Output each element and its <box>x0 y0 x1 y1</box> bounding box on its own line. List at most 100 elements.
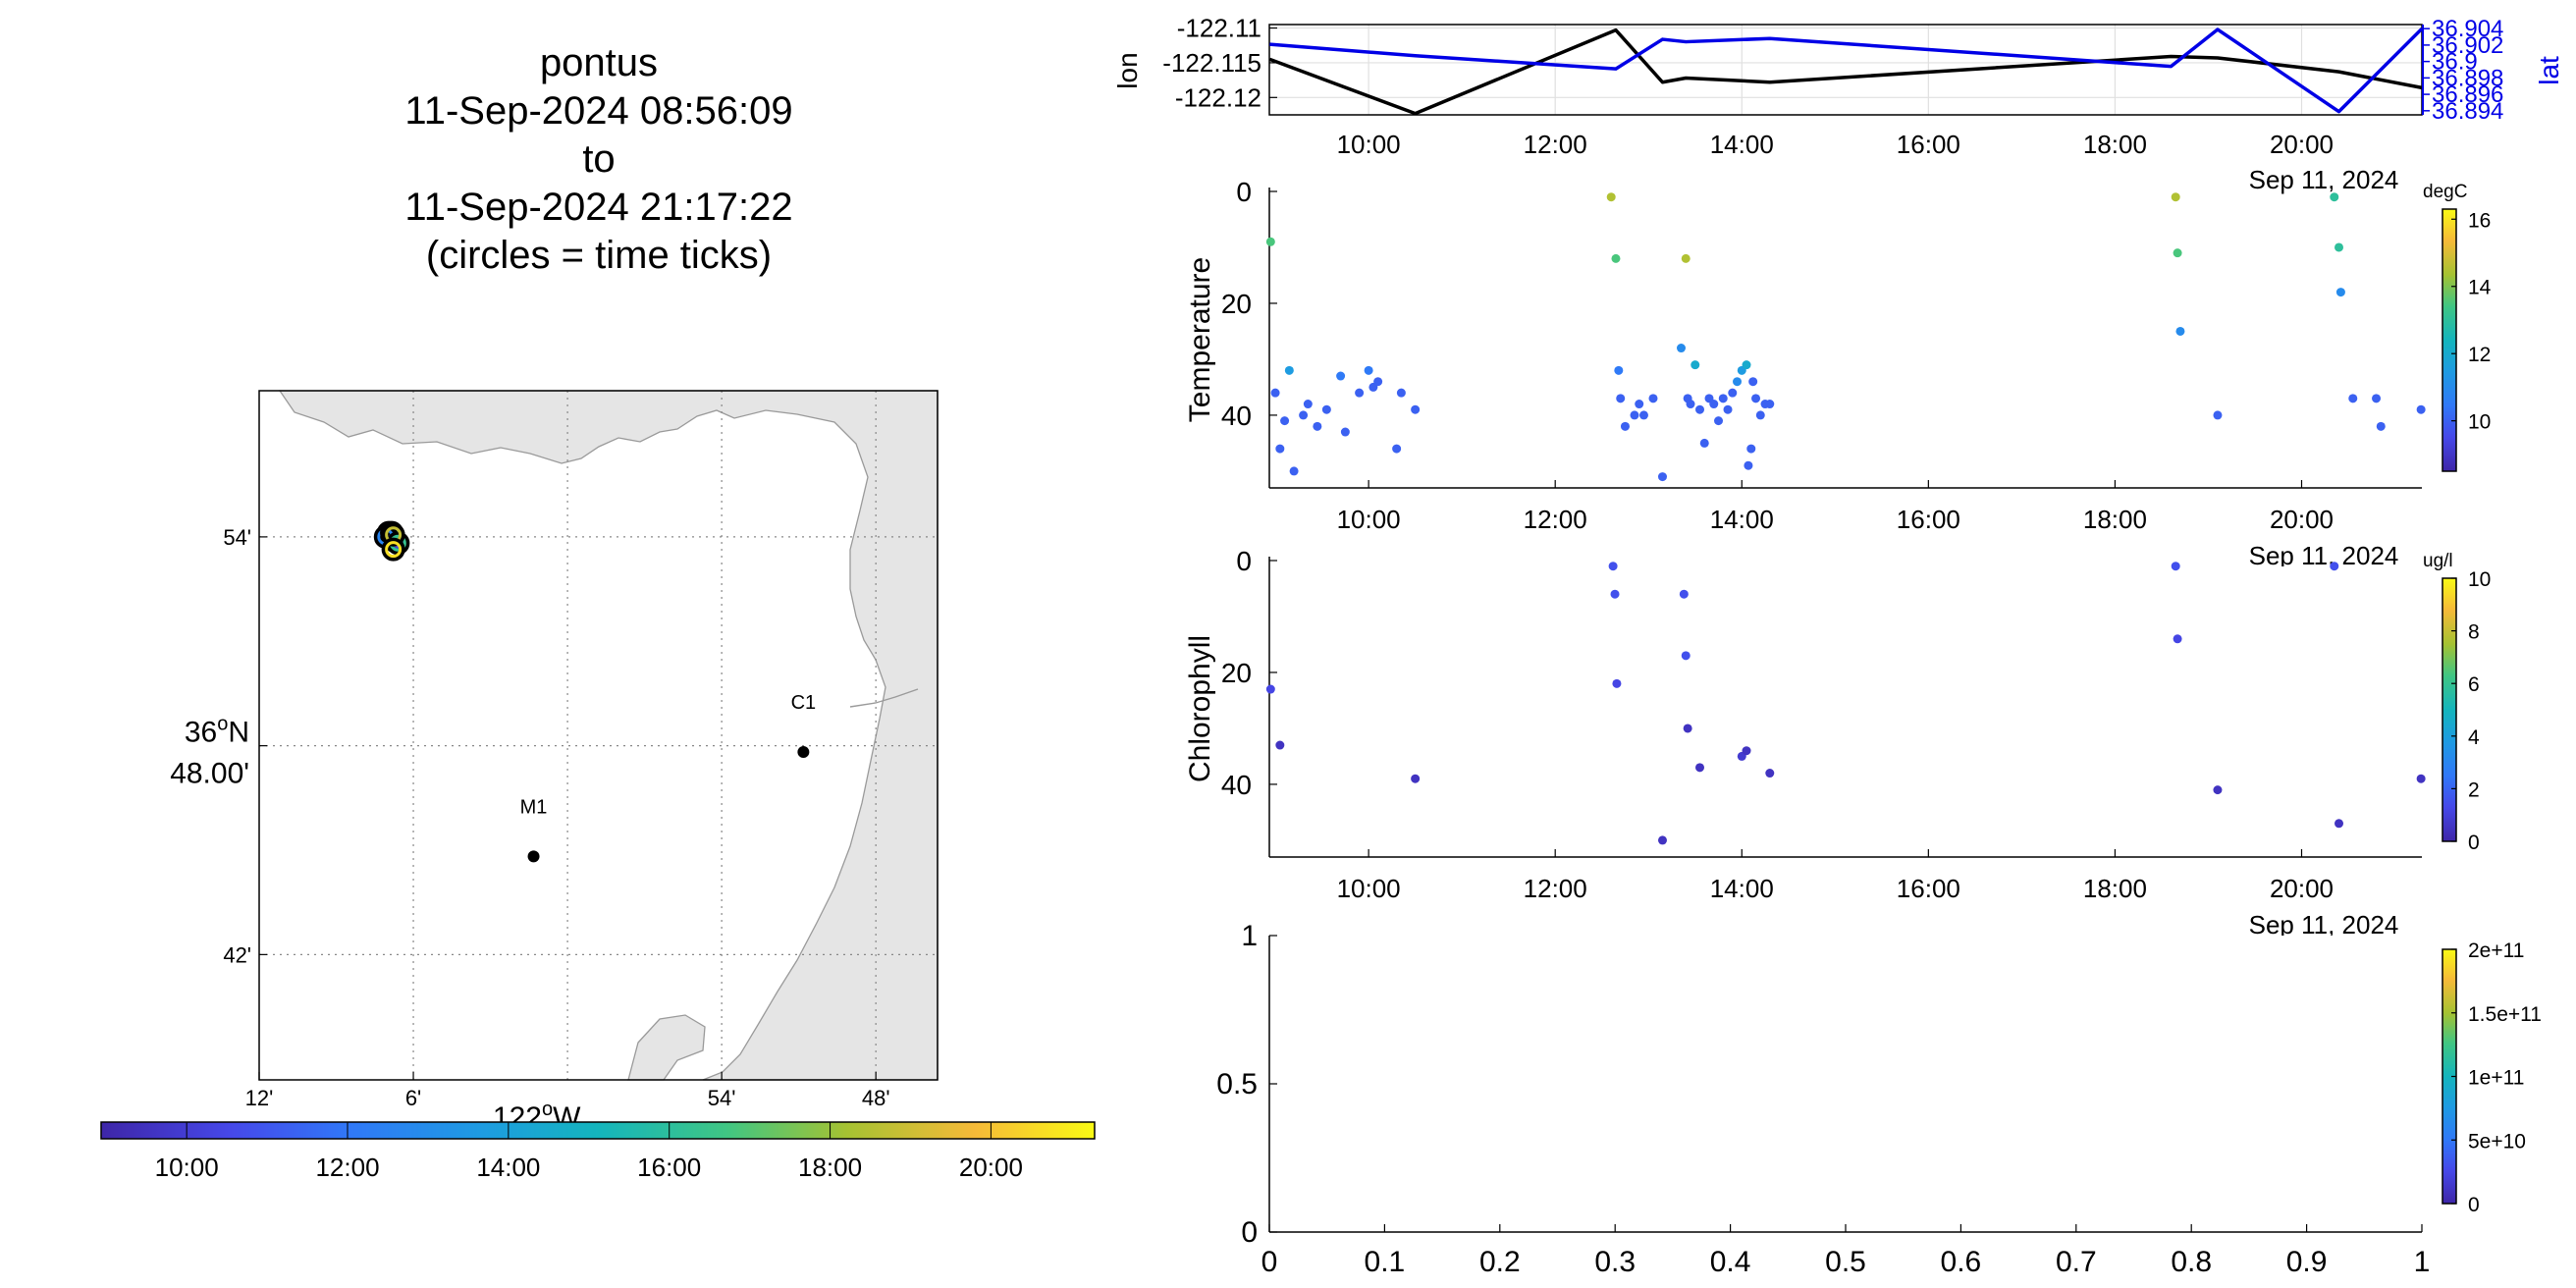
chlorophyll-data-point <box>1608 562 1618 571</box>
chlorophyll-y-tick-label: 40 <box>1221 770 1252 800</box>
chlorophyll-x-tick-label: 12:00 <box>1524 874 1587 903</box>
chlorophyll-data-point <box>1765 769 1775 778</box>
chlorophyll-data-point <box>1265 684 1275 694</box>
chlorophyll-data-point <box>2330 562 2339 571</box>
chlorophyll-data-point <box>1683 724 1692 733</box>
temperature-x-tick-label: 20:00 <box>2270 505 2334 534</box>
position-time-tick-label: 12:00 <box>1524 130 1587 159</box>
temperature-data-point <box>1611 253 1621 263</box>
temperature-x-tick-label: 14:00 <box>1710 505 1774 534</box>
temperature-data-point <box>1676 344 1686 353</box>
temperature-data-point <box>2348 394 2358 403</box>
temperature-data-point <box>1313 421 1322 431</box>
empty-panel: 10.500 0.1 0.2 0.3 0.4 0.5 0.6 0.7 0.8 0.9 12e+111… <box>1216 920 2542 1278</box>
temperature-data-point <box>1396 388 1406 398</box>
land-area <box>278 390 939 1081</box>
temperature-data-point <box>2330 192 2339 202</box>
temperature-data-point <box>1616 394 1626 403</box>
chlorophyll-data-point <box>1657 835 1667 845</box>
temperature-data-point <box>1340 427 1350 437</box>
lon-line <box>1268 27 2423 116</box>
temperature-data-point <box>1648 394 1658 403</box>
temperature-data-point <box>1709 400 1719 409</box>
temperature-data-point <box>1284 365 1294 375</box>
map-lon-tick-label: 54' <box>708 1086 736 1110</box>
temperature-data-point <box>1373 377 1383 387</box>
temperature-x-tick-label: 10:00 <box>1337 505 1401 534</box>
empty-y-tick-label: 0 <box>1241 1216 1258 1249</box>
temperature-data-point <box>1336 371 1346 381</box>
temperature-data-point <box>1321 404 1331 414</box>
chlorophyll-colorbar-tick-label: 10 <box>2468 568 2491 591</box>
time-colorbar-label: 20:00 <box>959 1153 1023 1182</box>
temperature-data-point <box>1635 400 1644 409</box>
temperature-colorbar-unit: degC <box>2423 182 2467 202</box>
temperature-x-tick-label: 18:00 <box>2083 505 2147 534</box>
temperature-date-label: Sep 11, 2024 <box>2249 541 2399 570</box>
chlorophyll-y-tick-label: 0 <box>1236 546 1252 576</box>
lat-axis-label: lat <box>2534 56 2564 85</box>
chlorophyll-colorbar-tick-label: 6 <box>2468 673 2480 696</box>
chlorophyll-data-point <box>2173 634 2182 644</box>
map-lon-tick-label: 12' <box>245 1086 274 1110</box>
empty-colorbar-tick-label: 5e+10 <box>2468 1130 2526 1153</box>
empty-x-tick-label: 1 <box>2414 1246 2431 1278</box>
temperature-data-point <box>1280 416 1290 426</box>
map-lat-tick-label: 42' <box>223 942 251 967</box>
lat-hemisphere: N <box>228 717 249 749</box>
position-time-tick-label: 16:00 <box>1897 130 1960 159</box>
chlorophyll-data-point <box>1681 651 1690 661</box>
empty-x-tick-label: 0 <box>1261 1246 1278 1278</box>
position-panel: -122.11-122.115-122.1236.90436.90236.936… <box>1112 14 2564 194</box>
empty-x-tick-label: 0.2 <box>1479 1246 1521 1278</box>
temperature-colorbar-tick-label: 14 <box>2468 277 2492 299</box>
temperature-data-point <box>1728 388 1738 398</box>
chlorophyll-data-point <box>1742 746 1751 756</box>
time-colorbar-label: 10:00 <box>155 1153 219 1182</box>
empty-colorbar-tick-label: 1e+11 <box>2468 1067 2524 1090</box>
map-lat-tick-label: 54' <box>223 525 251 550</box>
temperature-data-point <box>1411 404 1421 414</box>
track-time-tick <box>385 541 402 559</box>
temperature-data-point <box>2213 410 2223 420</box>
position-time-tick-label: 14:00 <box>1710 130 1774 159</box>
temperature-data-point <box>1606 192 1616 202</box>
chlorophyll-date-label: Sep 11, 2024 <box>2249 910 2399 939</box>
empty-y-tick-label: 1 <box>1241 920 1258 952</box>
temperature-data-point <box>1723 404 1733 414</box>
chlorophyll-x-tick-label: 10:00 <box>1337 874 1401 903</box>
chlorophyll-colorbar-tick-label: 2 <box>2468 778 2480 801</box>
chlorophyll-colorbar-tick-label: 4 <box>2468 726 2480 749</box>
empty-x-tick-label: 0.4 <box>1710 1246 1751 1278</box>
chlorophyll-y-axis-label: Chlorophyll <box>1184 635 1216 782</box>
chlorophyll-data-point <box>1411 774 1421 783</box>
time-colorbar-label: 14:00 <box>476 1153 540 1182</box>
empty-x-tick-label: 0.7 <box>2056 1246 2097 1278</box>
temperature-x-tick-label: 12:00 <box>1524 505 1587 534</box>
position-time-tick-label: 18:00 <box>2083 130 2147 159</box>
temperature-data-point <box>2171 192 2180 202</box>
temperature-data-point <box>1630 410 1639 420</box>
empty-y-tick-label: 0.5 <box>1216 1068 1258 1100</box>
lon-axis-label: lon <box>1112 52 1143 88</box>
chlorophyll-x-tick-label: 14:00 <box>1710 874 1774 903</box>
temperature-data-point <box>2175 326 2185 336</box>
empty-colorbar-tick-label: 1.5e+11 <box>2468 1003 2542 1026</box>
river-mouth <box>849 688 919 708</box>
title-end-time: 11-Sep-2024 21:17:22 <box>404 186 793 229</box>
temperature-data-point <box>2416 404 2426 414</box>
temperature-y-axis-label: Temperature <box>1184 257 1216 422</box>
empty-x-tick-label: 0.8 <box>2171 1246 2212 1278</box>
temperature-data-point <box>1275 444 1285 454</box>
temperature-panel: 0 20 40 10:00 12:00 14:00 16:00 18:00 20:00 Tempe… <box>1184 177 2492 570</box>
time-colorbar-label: 12:00 <box>315 1153 379 1182</box>
station-marker-c1 <box>797 746 810 759</box>
temperature-data-point <box>2334 242 2344 252</box>
empty-colorbar-tick-label: 2e+11 <box>2468 939 2524 962</box>
empty-x-tick-label: 0.3 <box>1594 1246 1636 1278</box>
position-time-tick-label: 10:00 <box>1337 130 1401 159</box>
chlorophyll-data-point <box>1679 589 1689 599</box>
temperature-data-point <box>1690 360 1700 370</box>
